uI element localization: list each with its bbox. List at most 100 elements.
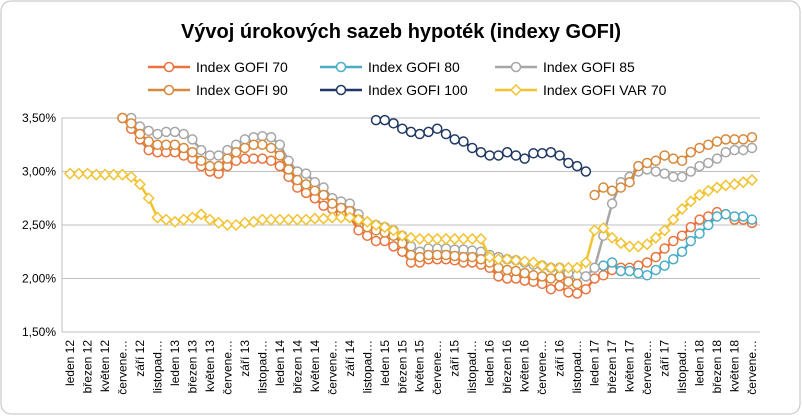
marker xyxy=(606,198,618,209)
x-tick-label: leden 14 xyxy=(273,340,287,386)
marker xyxy=(300,168,312,179)
legend-label: Index GOFI VAR 70 xyxy=(543,82,667,98)
marker xyxy=(597,222,610,235)
marker xyxy=(615,182,627,193)
marker xyxy=(413,232,426,245)
marker xyxy=(213,160,224,172)
marker xyxy=(675,202,689,216)
marker xyxy=(536,148,548,159)
marker xyxy=(221,218,234,232)
marker xyxy=(458,136,469,147)
marker xyxy=(81,167,94,180)
marker xyxy=(265,142,277,154)
x-tick-label: září 13 xyxy=(238,340,252,377)
marker xyxy=(649,231,662,244)
marker xyxy=(738,211,749,222)
x-tick-label: červene… xyxy=(115,340,129,395)
x-tick-label: září 15 xyxy=(448,340,462,377)
marker xyxy=(318,189,329,201)
marker xyxy=(563,287,574,298)
x-tick-label: červene… xyxy=(640,340,654,395)
x-axis: leden 12 březen 12 květen 12 červene… září 1… xyxy=(63,340,759,395)
x-tick-label: květen 16 xyxy=(518,340,532,392)
marker xyxy=(116,168,129,181)
marker xyxy=(369,218,383,232)
marker xyxy=(222,153,233,164)
marker xyxy=(440,128,452,140)
marker xyxy=(667,213,680,226)
marker xyxy=(693,188,706,202)
marker xyxy=(257,139,268,150)
marker xyxy=(309,185,321,197)
x-tick-label: květen 14 xyxy=(308,340,322,392)
marker xyxy=(213,150,224,161)
marker xyxy=(668,171,679,183)
marker xyxy=(518,255,531,268)
marker xyxy=(633,160,644,172)
marker xyxy=(178,128,189,140)
marker xyxy=(746,142,758,154)
marker xyxy=(606,231,619,244)
marker xyxy=(257,153,268,164)
marker xyxy=(580,271,592,282)
marker xyxy=(633,267,644,279)
x-tick-label: leden 17 xyxy=(588,340,602,386)
legend-label: Index GOFI 100 xyxy=(368,82,468,98)
marker xyxy=(152,128,163,140)
marker xyxy=(282,213,295,226)
marker xyxy=(143,144,154,156)
marker xyxy=(668,253,679,265)
marker xyxy=(98,168,112,181)
marker xyxy=(598,260,609,271)
marker xyxy=(676,230,688,241)
marker xyxy=(501,146,513,158)
marker xyxy=(125,118,137,129)
marker xyxy=(501,253,514,266)
x-tick-label: květen 13 xyxy=(203,340,217,392)
marker xyxy=(204,160,216,172)
y-tick-label: 3,50% xyxy=(22,111,56,125)
marker xyxy=(300,179,312,190)
marker xyxy=(685,166,697,177)
marker xyxy=(248,139,259,150)
marker xyxy=(440,249,452,261)
marker xyxy=(163,61,175,73)
marker xyxy=(685,221,697,233)
x-tick-label: březen 14 xyxy=(290,340,304,394)
marker xyxy=(335,61,347,73)
legend-label: Index GOFI 90 xyxy=(196,82,288,98)
marker xyxy=(475,253,487,265)
marker xyxy=(659,260,670,271)
marker xyxy=(187,134,198,145)
marker xyxy=(580,283,592,295)
x-tick-label: listopad… xyxy=(150,340,164,393)
x-tick-label: březen 15 xyxy=(395,340,409,394)
marker xyxy=(615,265,627,277)
marker xyxy=(318,200,329,211)
marker xyxy=(362,230,373,241)
marker xyxy=(711,211,723,222)
marker xyxy=(423,126,434,138)
x-tick-label: březen 12 xyxy=(80,340,94,394)
x-tick-label: červene… xyxy=(745,340,759,395)
marker xyxy=(431,249,443,261)
x-tick-label: listopad… xyxy=(360,340,374,393)
marker xyxy=(562,261,575,274)
marker xyxy=(510,265,522,277)
marker xyxy=(387,224,400,237)
marker xyxy=(133,178,147,191)
marker xyxy=(265,213,278,226)
marker xyxy=(676,155,688,167)
marker xyxy=(388,241,399,252)
marker xyxy=(659,243,670,254)
marker xyxy=(457,232,470,245)
marker xyxy=(589,262,600,274)
marker xyxy=(283,164,294,175)
marker xyxy=(142,192,155,205)
marker xyxy=(353,225,364,236)
marker xyxy=(239,134,251,145)
marker xyxy=(509,83,523,97)
marker xyxy=(414,251,425,263)
